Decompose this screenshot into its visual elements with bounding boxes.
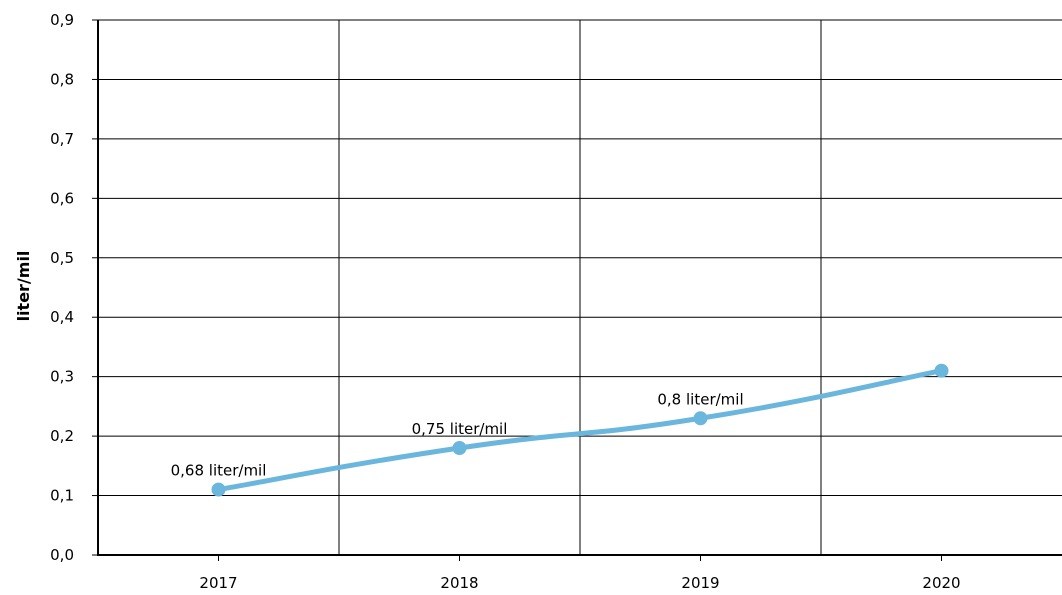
data-labels: 0,68 liter/mil 0,75 liter/mil 0,8 liter/mi…: [171, 390, 744, 479]
series-layer: [211, 363, 949, 497]
y-tick-label: 0,9: [50, 11, 74, 29]
x-tick-label: 2017: [199, 574, 237, 592]
y-tick-label: 0,8: [50, 70, 74, 88]
data-point: [452, 441, 467, 455]
x-tick-label: 2018: [440, 574, 478, 592]
y-tick-label: 0,1: [50, 487, 74, 505]
y-tick-label: 0,5: [50, 249, 74, 267]
data-point: [934, 363, 949, 378]
x-tick-label: 2020: [922, 574, 960, 592]
y-tick-label: 0,3: [50, 368, 74, 386]
data-label: 0,68 liter/mil: [171, 462, 267, 480]
x-tick-label: 2019: [681, 574, 719, 592]
y-tick-label: 0,4: [50, 308, 74, 326]
y-tick-label: 0,7: [50, 130, 74, 148]
x-tick-labels: 2017 2018 2019 2020: [199, 574, 960, 592]
y-tick-label: 0,2: [50, 427, 74, 445]
data-label: 0,75 liter/mil: [412, 420, 508, 438]
series-line: [216, 368, 944, 493]
data-point: [693, 411, 708, 426]
y-tick-label: 0,0: [50, 546, 74, 564]
axes: [92, 19, 1062, 561]
y-tick-label: 0,6: [50, 189, 74, 207]
grid-lines: [98, 19, 1062, 555]
data-point: [211, 482, 226, 497]
y-tick-labels: 0,0 0,1 0,2 0,3 0,4 0,5 0,6 0,7 0,8 0,9: [50, 11, 74, 564]
y-axis-label: liter/mil: [14, 251, 33, 322]
data-label: 0,8 liter/mil: [657, 390, 743, 408]
